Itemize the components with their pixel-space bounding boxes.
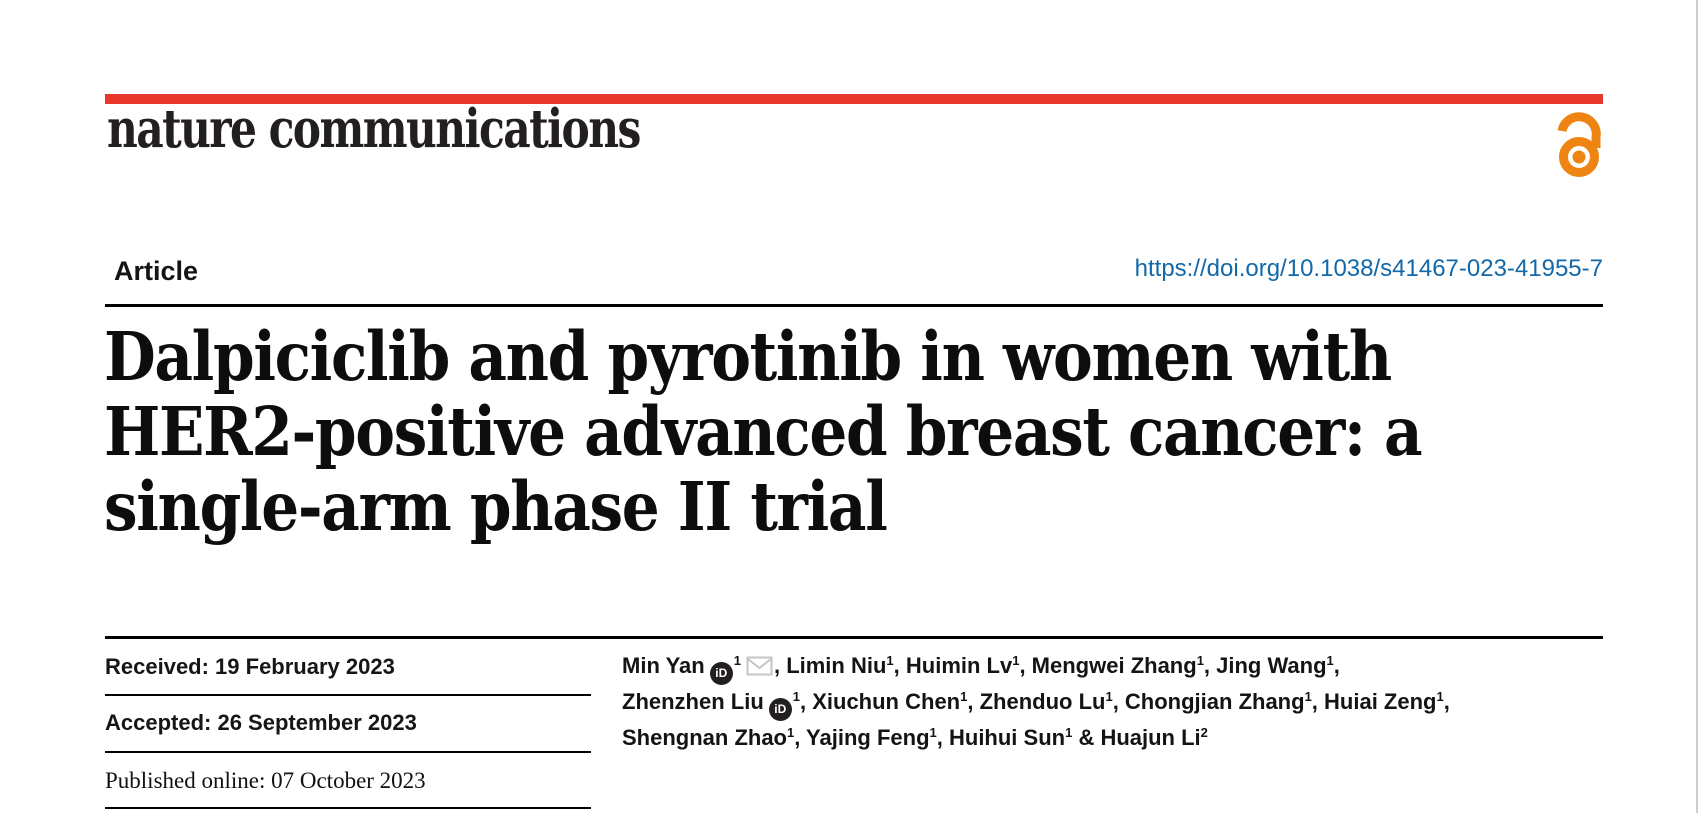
affiliation-superscript: 1 (787, 725, 795, 740)
orcid-icon[interactable]: iD (709, 662, 733, 685)
author-name: , Huihui Sun (936, 725, 1066, 750)
affiliation-superscript: 1 (1304, 689, 1312, 704)
affiliation-superscript: 1 (960, 689, 968, 704)
divider-rule (105, 636, 1603, 639)
divider-rule (105, 304, 1603, 307)
open-access-padlock-icon (1556, 110, 1603, 178)
affiliation-superscript: 1 (792, 689, 800, 704)
masthead-rule (105, 94, 1603, 104)
author-name: , Limin Niu (773, 653, 887, 678)
author-name: Min Yan (622, 653, 705, 678)
article-title-line: Dalpiciclib and pyrotinib in women with (104, 317, 1392, 396)
divider-rule (105, 807, 591, 809)
article-type-kicker: Article (114, 256, 199, 286)
affiliation-superscript: 1 (886, 653, 894, 668)
author-name: , Chongjian Zhang (1112, 689, 1305, 714)
affiliation-superscript: 1 (1105, 689, 1113, 704)
affiliation-superscript: 1 (929, 725, 937, 740)
author-line: Min Yan iD1 , Limin Niu1, Huimin Lv1, Men… (622, 648, 1542, 687)
affiliation-superscript: 1 (1326, 653, 1334, 668)
author-name: , Huimin Lv (893, 653, 1013, 678)
affiliation-superscript: 1 (733, 653, 741, 668)
journal-logo: nature communications (107, 98, 641, 160)
email-envelope-icon[interactable] (746, 651, 773, 687)
affiliation-superscript: 2 (1200, 725, 1208, 740)
affiliation-superscript: 1 (1065, 725, 1073, 740)
author-name: , Zhenduo Lu (967, 689, 1106, 714)
article-title: Dalpiciclib and pyrotinib in women with … (104, 317, 1423, 546)
author-name: Shengnan Zhao (622, 725, 787, 750)
author-name: , Yajing Feng (794, 725, 930, 750)
published-date: Published online: 07 October 2023 (105, 768, 426, 793)
author-name: Zhenzhen Liu (622, 689, 764, 714)
orcid-icon[interactable]: iD (768, 698, 792, 721)
author-name: , (1443, 689, 1450, 714)
article-title-line: HER2-positive advanced breast cancer: a (104, 392, 1423, 471)
author-line: Shengnan Zhao1, Yajing Feng1, Huihui Sun… (622, 720, 1542, 756)
divider-rule (105, 694, 591, 696)
author-name: , Huiai Zeng (1311, 689, 1437, 714)
affiliation-superscript: 1 (1436, 689, 1444, 704)
accepted-date: Accepted: 26 September 2023 (105, 710, 417, 735)
received-date: Received: 19 February 2023 (105, 654, 395, 679)
article-title-line: single-arm phase II trial (104, 467, 888, 546)
author-name: , Jing Wang (1203, 653, 1327, 678)
doi-link[interactable]: https://doi.org/10.1038/s41467-023-41955… (1134, 255, 1603, 282)
author-name: , Mengwei Zhang (1019, 653, 1197, 678)
author-name: , (1333, 653, 1340, 678)
affiliation-superscript: 1 (1196, 653, 1204, 668)
divider-rule (105, 751, 591, 753)
affiliation-superscript: 1 (1012, 653, 1020, 668)
page-edge-line (1696, 0, 1698, 813)
author-name: , Xiuchun Chen (800, 689, 961, 714)
author-line: Zhenzhen Liu iD1, Xiuchun Chen1, Zhenduo … (622, 684, 1542, 721)
author-list: Min Yan iD1 , Limin Niu1, Huimin Lv1, Men… (622, 648, 1542, 756)
author-name: & Huajun Li (1072, 725, 1201, 750)
